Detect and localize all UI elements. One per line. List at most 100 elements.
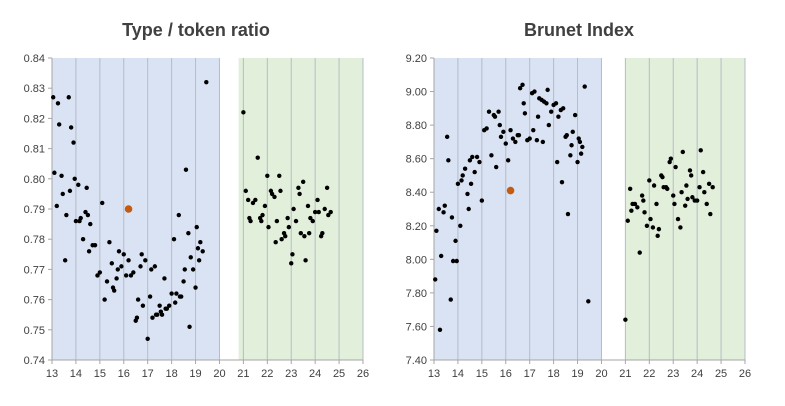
shaded-region-1: [52, 58, 220, 360]
data-point: [690, 195, 695, 200]
data-point: [277, 173, 282, 178]
data-point: [114, 276, 119, 281]
data-point: [578, 151, 584, 156]
y-tick-label: 0.76: [24, 295, 45, 307]
data-point: [139, 252, 144, 257]
data-point: [656, 226, 662, 232]
data-point: [582, 84, 587, 89]
data-point: [188, 255, 193, 260]
data-point: [102, 297, 107, 302]
data-point: [182, 267, 187, 272]
y-tick-label: 8.40: [406, 187, 427, 199]
data-point: [83, 209, 88, 215]
data-point: [704, 201, 709, 207]
data-point: [496, 109, 501, 114]
data-point: [505, 158, 511, 163]
x-tick-label: 20: [213, 368, 225, 380]
shaded-region-1: [434, 58, 602, 360]
data-point: [498, 134, 504, 140]
data-point: [639, 193, 645, 198]
data-point: [78, 215, 83, 221]
data-point: [131, 270, 136, 275]
data-point: [290, 252, 295, 257]
x-tick-label: 15: [94, 368, 106, 380]
data-point: [186, 230, 191, 236]
data-point: [71, 140, 76, 145]
data-point: [460, 173, 465, 178]
data-point: [454, 258, 459, 264]
data-point: [513, 139, 518, 145]
data-point: [187, 324, 192, 329]
data-point: [685, 196, 690, 202]
x-tick-label: 24: [309, 368, 321, 380]
data-point: [159, 312, 165, 317]
data-point: [553, 101, 559, 106]
x-tick-label: 19: [571, 368, 583, 380]
data-point: [671, 193, 676, 198]
data-point: [283, 233, 288, 239]
data-point: [667, 159, 672, 165]
data-point: [710, 184, 715, 190]
data-point: [516, 132, 522, 138]
data-point: [565, 211, 571, 217]
data-point: [92, 243, 98, 248]
y-tick-label: 0.77: [24, 264, 45, 276]
data-point: [259, 218, 264, 224]
data-point: [116, 249, 122, 254]
data-point: [559, 179, 565, 185]
data-point: [243, 188, 248, 194]
data-point: [442, 203, 447, 208]
x-tick-label: 22: [261, 368, 273, 380]
y-tick-label: 0.78: [24, 234, 45, 246]
data-point: [128, 273, 134, 278]
data-point: [546, 122, 552, 128]
data-point: [497, 122, 502, 128]
data-point: [95, 273, 100, 278]
data-point: [306, 230, 312, 236]
data-point: [135, 297, 141, 302]
data-point: [50, 95, 56, 100]
data-point: [702, 190, 707, 195]
data-point: [169, 291, 174, 296]
data-point: [315, 197, 320, 203]
data-point: [698, 148, 703, 153]
data-point: [508, 127, 513, 133]
data-point: [64, 212, 69, 218]
data-point: [651, 183, 657, 188]
data-point: [147, 294, 153, 299]
data-point: [297, 191, 302, 197]
data-point: [171, 237, 177, 242]
y-tick-label: 7.80: [406, 288, 427, 300]
data-point: [162, 276, 167, 281]
data-point: [470, 154, 475, 160]
shaded-region-2: [625, 58, 745, 360]
data-point: [255, 155, 260, 160]
data-point: [484, 126, 489, 131]
data-point: [178, 294, 184, 299]
data-point: [310, 218, 315, 224]
data-point: [700, 169, 706, 175]
data-point: [465, 191, 470, 197]
data-point: [312, 209, 318, 215]
y-tick-label: 0.80: [24, 174, 45, 186]
data-point: [520, 82, 525, 88]
x-tick-label: 26: [357, 368, 369, 380]
x-tick-label: 26: [739, 368, 751, 380]
data-point: [316, 209, 321, 215]
highlight-point: [506, 186, 515, 195]
data-point: [531, 127, 536, 133]
y-tick-label: 8.60: [406, 154, 427, 166]
y-tick-label: 0.79: [24, 204, 45, 216]
y-tick-label: 0.75: [24, 325, 45, 337]
data-point: [198, 240, 203, 245]
data-point: [183, 167, 189, 172]
data-point: [59, 173, 64, 178]
data-point: [467, 158, 473, 163]
data-point: [296, 185, 301, 191]
y-tick-label: 7.40: [406, 355, 427, 367]
data-point: [453, 238, 458, 244]
data-point: [668, 156, 674, 161]
x-tick-label: 13: [428, 368, 440, 380]
chart-title: Type / token ratio: [122, 20, 270, 40]
